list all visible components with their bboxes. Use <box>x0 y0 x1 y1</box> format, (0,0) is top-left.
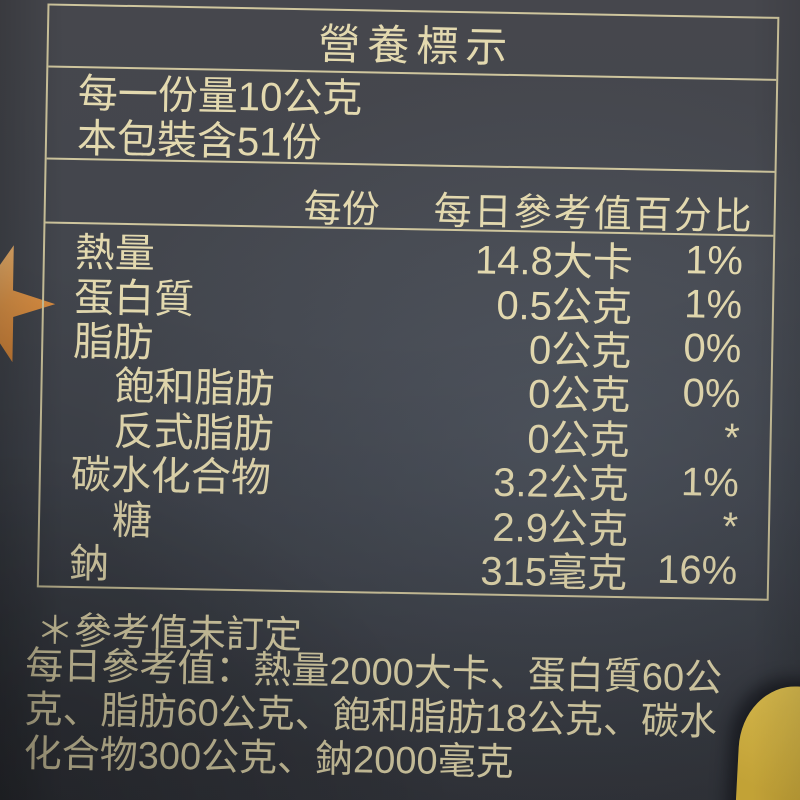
column-header-daily-value-percent: 每日參考值百分比 <box>433 190 755 239</box>
nutrient-daily-value-percent: 16% <box>656 548 738 594</box>
nutrient-amount: 315毫克 <box>480 549 628 597</box>
nutrient-daily-value-percent: 1% <box>683 282 743 328</box>
table-header-row: 每份 每日參考值百分比 <box>45 159 775 238</box>
nutrient-daily-value-percent: 1% <box>684 237 744 283</box>
serving-info-section: 每一份量10公克 本包裝含51份 <box>46 67 777 173</box>
footnote-daily-reference-values: 每日參考值：熱量2000大卡、蛋白質60公 克、脂肪60公克、飽和脂肪18公克、… <box>23 644 722 789</box>
nutrient-name: 鈉 <box>68 541 110 587</box>
column-header-per-serving: 每份 <box>303 188 381 232</box>
nutrient-rows: 熱量 14.8大卡 1% 蛋白質 0.5公克 1% 脂肪 0公克 0% 飽和脂肪… <box>39 223 773 596</box>
nutrient-daily-value-percent: 1% <box>680 459 740 505</box>
nutrient-daily-value-percent: 0% <box>682 371 741 417</box>
nutrient-daily-value-percent: * <box>722 504 739 550</box>
nutrient-daily-value-percent: 0% <box>683 326 742 372</box>
nutrient-daily-value-percent: * <box>723 416 741 461</box>
nutrition-facts-table: 營養標示 每一份量10公克 本包裝含51份 每份 每日參考值百分比 熱量 14.… <box>36 3 780 601</box>
